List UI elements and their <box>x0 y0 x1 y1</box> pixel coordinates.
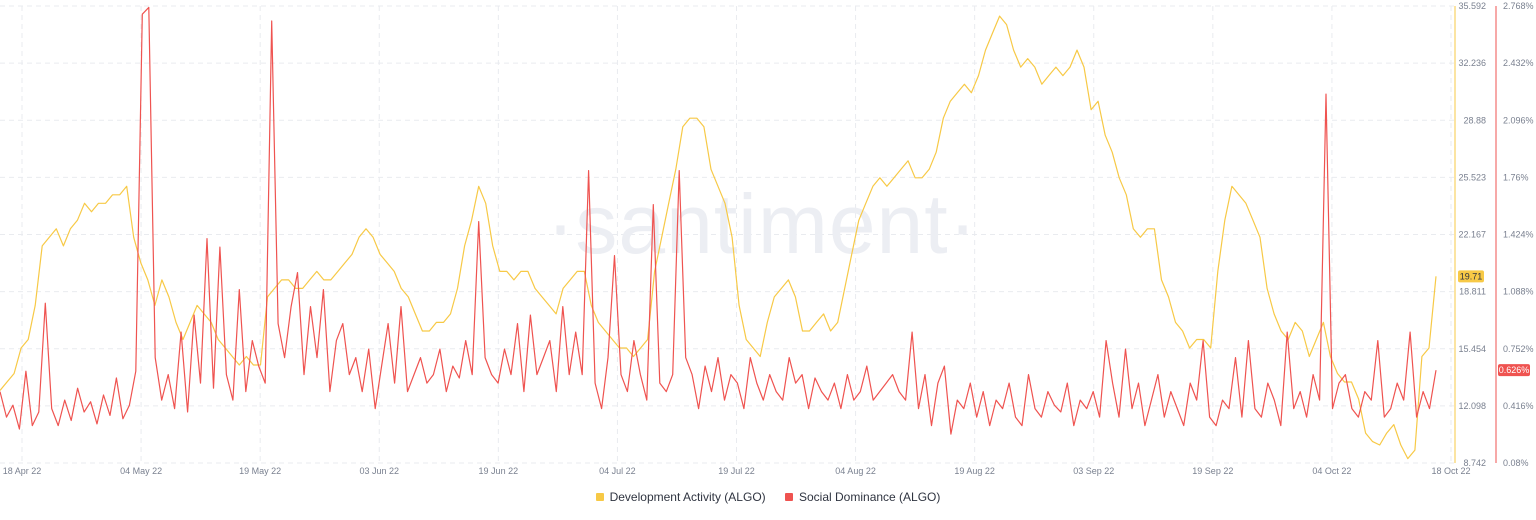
y-left-tick-label: 18.811 <box>1459 287 1486 297</box>
y-left-tick-label: 8.742 <box>1463 458 1486 468</box>
legend-item-social-dominance[interactable]: Social Dominance (ALGO) <box>785 490 940 504</box>
x-tick-label: 18 Apr 22 <box>3 466 42 476</box>
dev-last-value-badge <box>1458 270 1484 283</box>
y-left-tick-label: 32.236 <box>1458 58 1486 68</box>
legend-label-social-dominance: Social Dominance (ALGO) <box>799 490 941 504</box>
y-right-tick-label: 1.088% <box>1503 287 1534 297</box>
y-left-tick-label: 22.167 <box>1458 230 1486 240</box>
x-tick-label: 03 Jun 22 <box>359 466 399 476</box>
social-last-value: 0.626% <box>1499 365 1530 375</box>
y-left-tick-label: 35.592 <box>1458 1 1486 11</box>
x-tick-label: 19 Aug 22 <box>954 466 995 476</box>
x-tick-label: 18 Oct 22 <box>1431 466 1470 476</box>
y-right-tick-label: 2.432% <box>1503 58 1534 68</box>
x-tick-label: 04 May 22 <box>120 466 162 476</box>
x-tick-label: 04 Oct 22 <box>1312 466 1351 476</box>
y-left-tick-label: 15.454 <box>1458 344 1486 354</box>
y-axis-left-ticks: 35.592 32.236 28.88 25.523 22.167 18.811 15.45… <box>1458 1 1486 468</box>
y-left-tick-label: 25.523 <box>1458 172 1486 182</box>
x-tick-label: 04 Jul 22 <box>599 466 636 476</box>
y-right-tick-label: 2.768% <box>1503 1 1534 11</box>
legend-swatch-development-activity <box>595 493 604 501</box>
x-axis-ticks: 18 Apr 22 04 May 22 19 May 22 03 Jun 22 19 J… <box>3 466 1471 476</box>
dev-last-value: 19.71 <box>1460 271 1483 281</box>
x-tick-label: 04 Aug 22 <box>835 466 876 476</box>
x-tick-label: 03 Sep 22 <box>1073 466 1114 476</box>
legend: Development Activity (ALGO) Social Domin… <box>0 490 1536 504</box>
value-badges: 19.71 0.626% <box>1458 270 1530 377</box>
y-right-tick-label: 0.08% <box>1503 458 1529 468</box>
watermark: ·santiment· <box>546 177 977 271</box>
y-right-tick-label: 0.416% <box>1503 401 1534 411</box>
x-tick-label: 19 Jul 22 <box>718 466 755 476</box>
y-left-tick-label: 28.88 <box>1463 115 1486 125</box>
dev-activity-line <box>0 15 1437 460</box>
y-right-tick-label: 1.424% <box>1503 230 1534 240</box>
social-dominance-line <box>0 6 1437 435</box>
x-tick-label: 19 May 22 <box>239 466 281 476</box>
x-tick-label: 19 Sep 22 <box>1192 466 1233 476</box>
legend-label-development-activity: Development Activity (ALGO) <box>609 490 766 504</box>
y-right-tick-label: 1.76% <box>1503 172 1529 182</box>
series-social-dominance <box>0 6 1437 435</box>
y-axis-right-ticks: 2.768% 2.432% 2.096% 1.76% 1.424% 1.088% 0.752… <box>1503 1 1534 468</box>
legend-swatch-social-dominance <box>785 493 793 501</box>
x-tick-label: 19 Jun 22 <box>479 466 519 476</box>
series-development-activity <box>0 15 1437 460</box>
social-last-value-badge <box>1498 364 1530 377</box>
axis-lines <box>1454 6 1497 463</box>
y-left-tick-label: 12.098 <box>1458 401 1486 411</box>
grid-lines <box>0 5 1454 464</box>
y-right-tick-label: 2.096% <box>1503 115 1534 125</box>
y-right-tick-label: 0.752% <box>1503 344 1534 354</box>
legend-item-development-activity[interactable]: Development Activity (ALGO) <box>595 490 766 504</box>
